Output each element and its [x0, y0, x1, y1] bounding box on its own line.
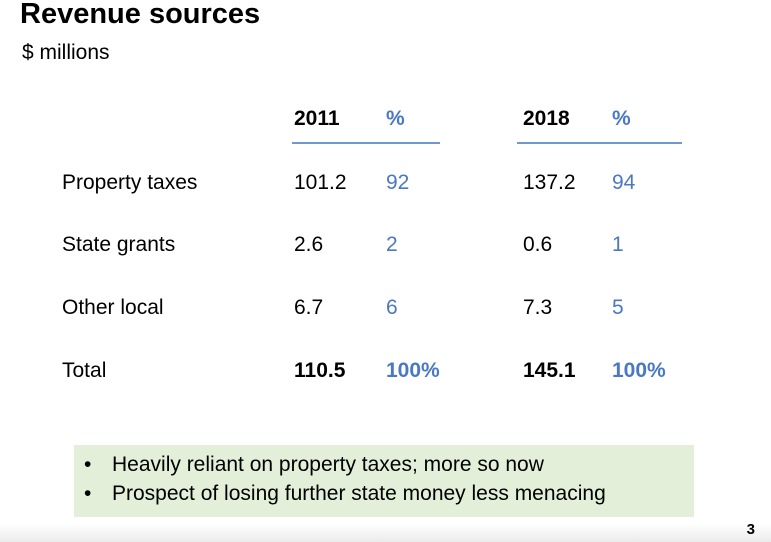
- total-2018-percent: 100%: [612, 359, 666, 382]
- state-grants-2018-percent: 1: [612, 233, 624, 256]
- header-rule-2018: [517, 142, 682, 144]
- slide-bottom-shadow: [0, 524, 771, 542]
- other-local-2018: 7.3: [523, 296, 553, 319]
- header-rule-2011: [292, 142, 440, 144]
- slide-title: Revenue sources: [20, 0, 261, 30]
- row-label-state-grants: State grants: [62, 233, 176, 256]
- property-taxes-2011: 101.2: [294, 171, 347, 194]
- slide-subtitle: $ millions: [22, 41, 110, 64]
- row-label-other-local: Other local: [62, 296, 164, 319]
- bullet-icon: •: [84, 482, 92, 505]
- other-local-2011-percent: 6: [386, 296, 398, 319]
- total-2011-percent: 100%: [386, 359, 440, 382]
- takeaway-text: Prospect of losing further state money l…: [112, 482, 606, 505]
- takeaway-item: • Prospect of losing further state money…: [74, 482, 694, 511]
- takeaway-item: • Heavily reliant on property taxes; mor…: [74, 453, 694, 482]
- state-grants-2011-percent: 2: [386, 233, 398, 256]
- state-grants-2011: 2.6: [294, 233, 324, 256]
- other-local-2018-percent: 5: [612, 296, 624, 319]
- bullet-icon: •: [84, 453, 92, 476]
- property-taxes-2018: 137.2: [523, 171, 576, 194]
- header-percent-2018: %: [612, 107, 631, 130]
- header-year-2018: 2018: [523, 107, 570, 130]
- takeaway-box: • Heavily reliant on property taxes; mor…: [74, 445, 694, 517]
- property-taxes-2018-percent: 94: [612, 171, 636, 194]
- total-2011: 110.5: [294, 359, 346, 382]
- takeaway-text: Heavily reliant on property taxes; more …: [112, 453, 544, 476]
- total-2018: 145.1: [523, 359, 576, 382]
- page-number: 3: [746, 521, 755, 538]
- header-year-2011: 2011: [294, 107, 340, 130]
- row-label-property-taxes: Property taxes: [62, 171, 198, 194]
- other-local-2011: 6.7: [294, 296, 324, 319]
- header-percent-2011: %: [386, 107, 405, 130]
- row-label-total: Total: [62, 359, 107, 382]
- state-grants-2018: 0.6: [523, 233, 553, 256]
- property-taxes-2011-percent: 92: [386, 171, 410, 194]
